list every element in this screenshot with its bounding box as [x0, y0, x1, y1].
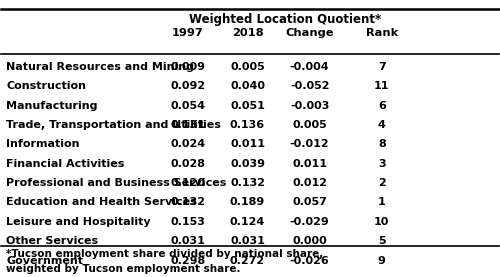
- Text: 2: 2: [378, 178, 386, 188]
- Text: 0.000: 0.000: [292, 236, 327, 246]
- Text: 0.057: 0.057: [292, 198, 327, 207]
- Text: 0.132: 0.132: [170, 198, 205, 207]
- Text: 7: 7: [378, 62, 386, 72]
- Text: 0.120: 0.120: [170, 178, 205, 188]
- Text: 0.272: 0.272: [230, 255, 265, 266]
- Text: Education and Health Services: Education and Health Services: [6, 198, 197, 207]
- Text: Rank: Rank: [366, 28, 398, 38]
- Text: 0.132: 0.132: [230, 178, 265, 188]
- Text: Change: Change: [286, 28, 334, 38]
- Text: 3: 3: [378, 159, 386, 169]
- Text: 0.011: 0.011: [230, 139, 265, 149]
- Text: 0.031: 0.031: [230, 236, 265, 246]
- Text: 1: 1: [378, 198, 386, 207]
- Text: 0.040: 0.040: [230, 81, 265, 91]
- Text: -0.026: -0.026: [290, 255, 330, 266]
- Text: 9: 9: [378, 255, 386, 266]
- Text: 4: 4: [378, 120, 386, 130]
- Text: 0.009: 0.009: [170, 62, 205, 72]
- Text: Professional and Business Services: Professional and Business Services: [6, 178, 226, 188]
- Text: Information: Information: [6, 139, 80, 149]
- Text: Government: Government: [6, 255, 84, 266]
- Text: 0.039: 0.039: [230, 159, 265, 169]
- Text: 0.153: 0.153: [170, 217, 205, 227]
- Text: 0.024: 0.024: [170, 139, 205, 149]
- Text: Trade, Transportation and Utilities: Trade, Transportation and Utilities: [6, 120, 221, 130]
- Text: *Tucson employment share divided by national share,: *Tucson employment share divided by nati…: [6, 249, 324, 259]
- Text: 0.054: 0.054: [170, 101, 205, 111]
- Text: Natural Resources and Mining: Natural Resources and Mining: [6, 62, 194, 72]
- Text: 6: 6: [378, 101, 386, 111]
- Text: 0.136: 0.136: [230, 120, 265, 130]
- Text: -0.012: -0.012: [290, 139, 330, 149]
- Text: Financial Activities: Financial Activities: [6, 159, 124, 169]
- Text: Manufacturing: Manufacturing: [6, 101, 98, 111]
- Text: 11: 11: [374, 81, 390, 91]
- Text: 1997: 1997: [172, 28, 204, 38]
- Text: Weighted Location Quotient*: Weighted Location Quotient*: [188, 14, 381, 27]
- Text: -0.029: -0.029: [290, 217, 330, 227]
- Text: weighted by Tucson employment share.: weighted by Tucson employment share.: [6, 264, 241, 275]
- Text: 0.031: 0.031: [170, 236, 205, 246]
- Text: 0.298: 0.298: [170, 255, 205, 266]
- Text: 0.131: 0.131: [170, 120, 205, 130]
- Text: 0.005: 0.005: [230, 62, 265, 72]
- Text: Other Services: Other Services: [6, 236, 98, 246]
- Text: 0.012: 0.012: [292, 178, 327, 188]
- Text: 2018: 2018: [232, 28, 264, 38]
- Text: 8: 8: [378, 139, 386, 149]
- Text: 0.051: 0.051: [230, 101, 265, 111]
- Text: 0.092: 0.092: [170, 81, 205, 91]
- Text: -0.004: -0.004: [290, 62, 330, 72]
- Text: Construction: Construction: [6, 81, 86, 91]
- Text: 5: 5: [378, 236, 386, 246]
- Text: 0.124: 0.124: [230, 217, 265, 227]
- Text: 0.028: 0.028: [170, 159, 205, 169]
- Text: Leisure and Hospitality: Leisure and Hospitality: [6, 217, 151, 227]
- Text: 0.005: 0.005: [292, 120, 327, 130]
- Text: -0.003: -0.003: [290, 101, 330, 111]
- Text: -0.052: -0.052: [290, 81, 330, 91]
- Text: 0.189: 0.189: [230, 198, 265, 207]
- Text: 10: 10: [374, 217, 390, 227]
- Text: 0.011: 0.011: [292, 159, 327, 169]
